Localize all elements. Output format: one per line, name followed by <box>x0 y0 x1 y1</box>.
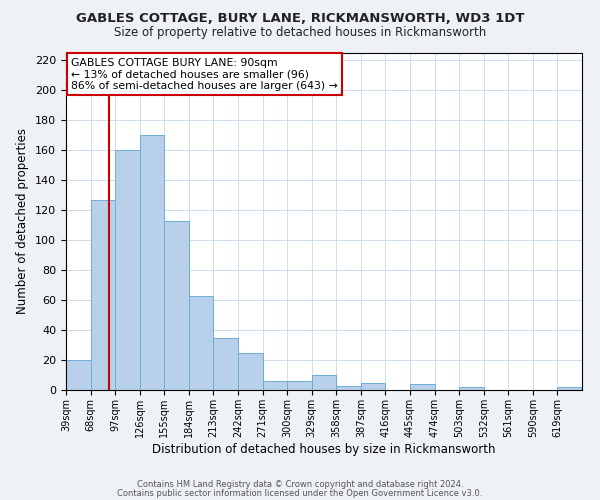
Text: Contains HM Land Registry data © Crown copyright and database right 2024.: Contains HM Land Registry data © Crown c… <box>137 480 463 489</box>
Text: GABLES COTTAGE, BURY LANE, RICKMANSWORTH, WD3 1DT: GABLES COTTAGE, BURY LANE, RICKMANSWORTH… <box>76 12 524 26</box>
Bar <box>66 360 91 390</box>
Bar <box>91 200 115 390</box>
Bar <box>361 382 385 390</box>
Bar <box>214 338 238 390</box>
Bar <box>459 387 484 390</box>
Bar <box>115 150 140 390</box>
X-axis label: Distribution of detached houses by size in Rickmansworth: Distribution of detached houses by size … <box>152 442 496 456</box>
Text: GABLES COTTAGE BURY LANE: 90sqm
← 13% of detached houses are smaller (96)
86% of: GABLES COTTAGE BURY LANE: 90sqm ← 13% of… <box>71 58 338 91</box>
Bar <box>287 381 312 390</box>
Bar <box>238 352 263 390</box>
Bar <box>140 135 164 390</box>
Bar <box>189 296 214 390</box>
Bar <box>336 386 361 390</box>
Text: Contains public sector information licensed under the Open Government Licence v3: Contains public sector information licen… <box>118 488 482 498</box>
Bar <box>410 384 434 390</box>
Bar <box>164 220 189 390</box>
Y-axis label: Number of detached properties: Number of detached properties <box>16 128 29 314</box>
Bar <box>263 381 287 390</box>
Bar <box>557 387 582 390</box>
Text: Size of property relative to detached houses in Rickmansworth: Size of property relative to detached ho… <box>114 26 486 39</box>
Bar <box>312 375 336 390</box>
